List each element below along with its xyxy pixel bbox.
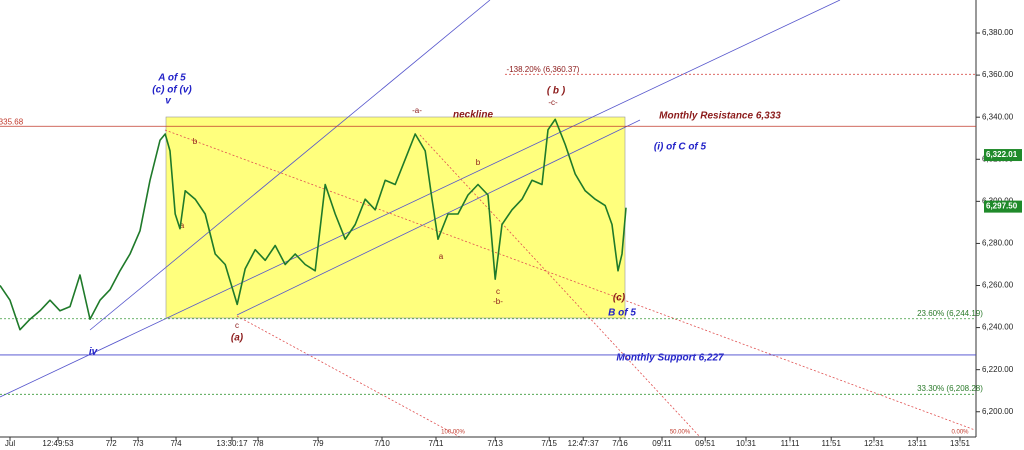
x-tick-label: 7/8 [252,439,264,448]
annotation: a [439,252,444,261]
annotation: neckline [453,110,493,121]
y-tick-label: 6,260.00 [982,281,1014,290]
x-tick-label: 7/15 [541,439,557,448]
y-tick-label: 6,360.00 [982,70,1014,79]
x-tick-label: 09:11 [652,439,672,448]
price-tag [984,200,1022,213]
y-tick-label: 6,380.00 [982,28,1014,37]
y-tick-label: 6,220.00 [982,365,1014,374]
annotation: c [496,287,500,296]
x-tick-label: 11:51 [821,439,841,448]
x-tick-label: 11:11 [781,439,800,448]
annotation: b [476,158,481,167]
x-tick-label: 13:11 [907,439,927,448]
annotation: iv [89,347,99,358]
annotation: 0.00% [951,430,969,436]
x-tick-label: 7/10 [374,439,390,448]
annotation: (i) of C of 5 [654,142,707,153]
x-tick-label: 7/11 [429,439,445,448]
annotation: 100.00% [441,430,465,436]
annotation: 23.60% (6,244.19) [917,309,983,318]
annotation: B of 5 [608,308,636,319]
annotation: (a) [231,333,244,344]
price-line [0,118,627,331]
annotation: 50.00% [670,430,691,436]
trend-line [0,0,841,398]
price-tag-label: 6,322.01 [986,150,1018,159]
trend-line [89,0,491,331]
annotation: a [180,221,185,230]
annotation: Monthly Support 6,227 [616,353,724,364]
x-tick-label: 12:31 [864,439,885,448]
annotation: (c) [613,293,626,304]
annotation: c [235,321,239,330]
y-tick-label: 6,340.00 [982,112,1014,121]
price-tag [984,149,1022,162]
x-tick-label: 7/13 [487,439,503,448]
x-tick-label: 13:30:17 [216,439,248,448]
x-tick-label: 13:51 [950,439,971,448]
x-tick-label: 7/4 [170,439,182,448]
annotation: -a- [412,106,422,115]
annotation: v [165,96,172,107]
x-tick-label: 12:47:37 [568,439,600,448]
x-tick-label: 7/9 [312,439,324,448]
annotation: -138.20% (6,360.37) [507,65,580,74]
channel-line [236,315,461,438]
annotation: A of 5 [157,73,186,84]
annotation: (c) of (v) [152,85,192,96]
x-tick-label: 7/3 [132,439,144,448]
x-tick-label: 7/2 [106,439,118,448]
price-tag-label: 6,297.50 [986,202,1018,211]
x-tick-label: 12:49:53 [42,439,74,448]
annotation: Monthly Resistance 6,333 [659,111,781,122]
x-tick-label: Jul [5,439,15,448]
y-tick-label: 6,200.00 [982,407,1014,416]
channel-line [419,134,701,438]
annotation: 33.30% (6,208.28) [917,384,983,393]
y-tick-label: 6,240.00 [982,323,1014,332]
level-label: 6,335.68 [0,117,24,126]
x-tick-label: 09:51 [695,439,716,448]
x-tick-label: 10:31 [736,439,757,448]
range-box [165,116,626,319]
y-tick-label: 6,280.00 [982,239,1014,248]
annotation: -c- [548,98,558,107]
annotation: ( b ) [547,86,566,97]
annotation: b [193,137,198,146]
trend-line [236,119,641,316]
x-tick-label: 7/16 [612,439,628,448]
annotation: -b- [493,297,503,306]
